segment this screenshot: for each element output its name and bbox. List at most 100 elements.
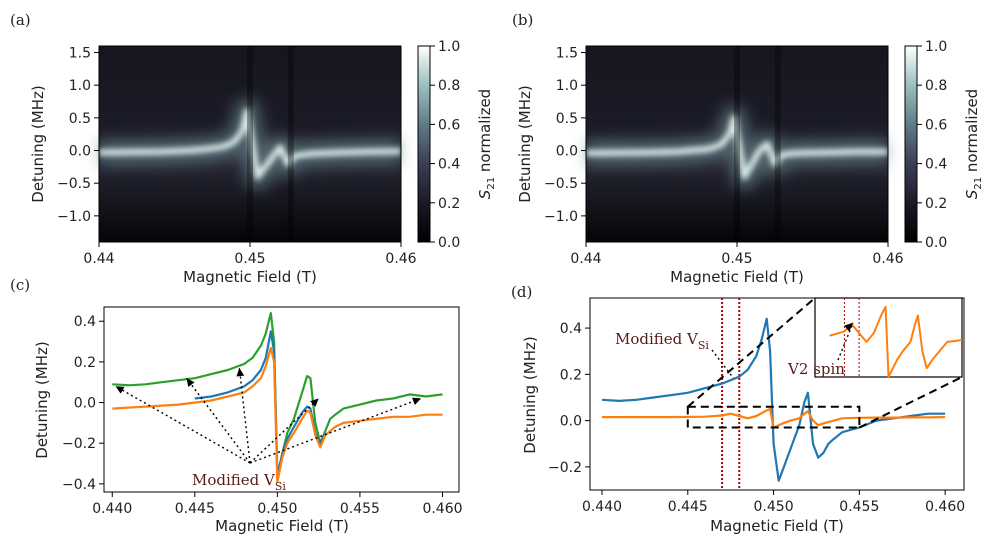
x-tick-label: 0.455	[839, 499, 879, 515]
panel-b: (b) 0.44 0.45 0.46 1.5 1.0 0.5 0.0 −0.5 −1.0 Mag…	[512, 11, 984, 286]
inset-annotation: V2 spin	[787, 360, 845, 378]
x-tick-label: 0.44	[83, 251, 114, 267]
panel-label-b: (b)	[512, 11, 533, 29]
y-tick-label: 0.0	[74, 396, 96, 412]
y-tick-label: 0.5	[556, 111, 578, 127]
inset-d: V2 spin	[787, 297, 963, 378]
zoom-rectangle	[686, 405, 861, 429]
x-tick-label: 0.46	[385, 251, 416, 267]
series-line-green	[112, 312, 443, 481]
colorbar-a-ticks: 0.0 0.2 0.4 0.6 0.8 1.0	[430, 39, 460, 251]
y-tick-label: −0.2	[62, 436, 96, 452]
y-tick-label: 0.2	[74, 355, 96, 371]
annotation-arrow	[115, 385, 251, 464]
inset-series-orange	[829, 305, 963, 378]
vlines-d	[711, 298, 741, 490]
zoom-connector	[687, 297, 816, 408]
x-tick-label: 0.445	[175, 501, 215, 517]
y-axis-label-a: Detuning (MHz)	[29, 85, 47, 202]
annotation-arrow	[238, 367, 251, 464]
y-tick-label: 1.0	[69, 78, 91, 94]
panel-a: (a) 0.44 0.45 0.46 1.5 1.0 0.5 0.0 −0.5 −1.0 Mag…	[10, 11, 497, 286]
y-tick-label: −0.2	[548, 460, 582, 476]
colorbar-b-label: S21 normalized	[963, 89, 984, 199]
y-tick-label: −1.0	[57, 209, 91, 225]
y-tick-label: 0.4	[560, 321, 582, 337]
colorbar-b-ticks: 0.0 0.2 0.4 0.6 0.8 1.0	[917, 39, 947, 251]
annotation-c-main: Modified V	[192, 471, 276, 489]
colorbar-tick-label: 1.0	[438, 39, 460, 55]
annotation-c: Modified VSi	[192, 471, 286, 493]
x-tick-label: 0.45	[721, 251, 752, 267]
annotation-d: Modified VSi	[615, 330, 709, 352]
x-axis-label-b: Magnetic Field (T)	[670, 268, 804, 286]
x-tick-label: 0.460	[422, 501, 462, 517]
annotation-d-main: Modified V	[615, 330, 699, 348]
y-tick-label: −0.4	[62, 477, 96, 493]
x-tick-label: 0.455	[340, 501, 380, 517]
x-tick-label: 0.460	[925, 499, 965, 515]
heatmap-mode-line	[98, 108, 402, 180]
series-line-blue	[601, 317, 946, 482]
x-axis-label-d: Magnetic Field (T)	[710, 517, 844, 535]
axes-c: 0.440 0.445 0.450 0.455 0.460 0.4 0.2 0.0 −0.2 −0…	[62, 314, 463, 517]
axes-a: 0.44 0.45 0.46 1.5 1.0 0.5 0.0 −0.5 −1.0	[57, 46, 417, 267]
zoom-connector	[858, 376, 963, 429]
y-axis-label-c: Detuning (MHz)	[33, 341, 51, 458]
panel-label-d: (d)	[511, 283, 532, 301]
zoom-box-d	[686, 297, 963, 429]
colorbar-tick-label: 0.6	[925, 117, 947, 133]
annotation-arrow	[249, 397, 422, 464]
annotation-arrowhead	[186, 378, 195, 387]
annotation-arrowhead	[236, 367, 245, 377]
colorbar-tick-label: 0.4	[925, 157, 947, 173]
x-tick-label: 0.45	[234, 251, 265, 267]
inset-annotation-arrow	[837, 322, 854, 361]
inset-annotation-arrowhead	[844, 322, 854, 332]
x-tick-label: 0.440	[582, 499, 622, 515]
y-tick-label: 0.0	[560, 414, 582, 430]
heatmap-dark-band	[247, 46, 253, 242]
series-line-orange	[602, 407, 946, 429]
x-tick-label: 0.450	[754, 499, 794, 515]
heatmap-mode-line	[585, 114, 888, 180]
colorbar-tick-label: 0.0	[438, 235, 460, 251]
colorbar-tick-label: 0.6	[438, 117, 460, 133]
panel-d: (d) 0.440 0.445 0.450 0.455 0.460 0.4 0.2 0.0 −0…	[511, 283, 965, 535]
y-tick-label: 1.5	[556, 46, 578, 62]
axes-b: 0.44 0.45 0.46 1.5 1.0 0.5 0.0 −0.5 −1.0	[544, 46, 904, 267]
panel-label-c: (c)	[10, 276, 30, 294]
colorbar-tick-label: 1.0	[925, 39, 947, 55]
colorbar-tick-label: 0.8	[438, 78, 460, 94]
x-tick-label: 0.450	[257, 501, 297, 517]
lines-c	[112, 312, 443, 483]
heatmap-b	[585, 46, 888, 242]
axes-d: 0.440 0.445 0.450 0.455 0.460 0.4 0.2 0.0 −0.2	[548, 321, 965, 515]
heatmap-a	[98, 46, 402, 242]
annotation-d-sub: Si	[698, 339, 710, 352]
colorbar-a-label: S21 normalized	[476, 89, 497, 199]
y-tick-label: 1.0	[556, 78, 578, 94]
y-tick-label: −0.5	[57, 176, 91, 192]
x-tick-label: 0.44	[570, 251, 601, 267]
heatmap-dark-band	[774, 46, 781, 242]
y-tick-label: 1.5	[69, 46, 91, 62]
y-axis-label-d: Detuning (MHz)	[521, 336, 539, 453]
annotation-arrowhead	[310, 398, 319, 407]
y-tick-label: 0.0	[69, 144, 91, 160]
panel-c: (c) 0.440 0.445 0.450 0.455 0.460 0.4 0.2 0.0 −0…	[10, 276, 463, 535]
y-tick-label: 0.5	[69, 111, 91, 127]
y-tick-label: 0.2	[560, 367, 582, 383]
annotation-arrow	[249, 397, 320, 464]
x-axis-label-a: Magnetic Field (T)	[183, 268, 317, 286]
colorbar-tick-label: 0.0	[925, 235, 947, 251]
annotation-arrowhead	[412, 397, 422, 406]
y-tick-label: −0.5	[544, 176, 578, 192]
y-tick-label: −1.0	[544, 209, 578, 225]
annotation-arrowhead	[115, 386, 125, 394]
panel-label-a: (a)	[10, 11, 31, 29]
lines-d	[601, 317, 946, 482]
colorbar-tick-label: 0.2	[438, 196, 460, 212]
colorbar-tick-label: 0.2	[925, 196, 947, 212]
